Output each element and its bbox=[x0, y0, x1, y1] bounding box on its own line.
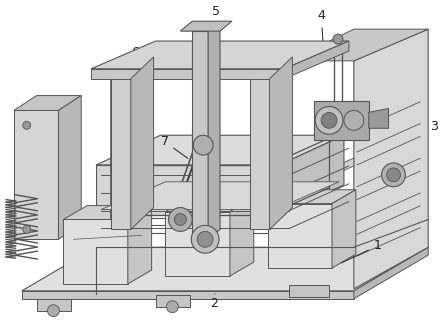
Circle shape bbox=[168, 208, 192, 231]
Polygon shape bbox=[91, 69, 284, 79]
Polygon shape bbox=[294, 193, 354, 227]
Circle shape bbox=[321, 112, 337, 128]
Text: 2: 2 bbox=[210, 294, 218, 310]
Text: 3: 3 bbox=[430, 120, 438, 133]
Circle shape bbox=[193, 135, 213, 155]
Circle shape bbox=[197, 231, 213, 247]
Polygon shape bbox=[96, 135, 344, 165]
Polygon shape bbox=[270, 57, 292, 230]
Text: 7: 7 bbox=[160, 135, 188, 158]
Circle shape bbox=[23, 121, 31, 129]
Polygon shape bbox=[155, 295, 190, 307]
Polygon shape bbox=[192, 31, 208, 239]
Polygon shape bbox=[14, 110, 58, 239]
Text: 1: 1 bbox=[342, 239, 381, 263]
Text: 4: 4 bbox=[317, 9, 325, 53]
Polygon shape bbox=[332, 190, 356, 268]
Polygon shape bbox=[314, 100, 369, 140]
Polygon shape bbox=[208, 21, 220, 239]
Polygon shape bbox=[289, 285, 329, 297]
Text: 6: 6 bbox=[131, 46, 159, 79]
Circle shape bbox=[47, 305, 59, 317]
Polygon shape bbox=[230, 198, 254, 276]
Polygon shape bbox=[22, 291, 354, 299]
Polygon shape bbox=[294, 158, 354, 193]
Polygon shape bbox=[289, 29, 428, 61]
Polygon shape bbox=[294, 123, 354, 158]
Circle shape bbox=[167, 301, 179, 313]
Polygon shape bbox=[369, 108, 389, 128]
Polygon shape bbox=[250, 79, 270, 230]
Polygon shape bbox=[14, 96, 81, 110]
Circle shape bbox=[315, 107, 343, 134]
Polygon shape bbox=[63, 220, 128, 284]
Polygon shape bbox=[131, 57, 154, 230]
Circle shape bbox=[344, 110, 364, 130]
Polygon shape bbox=[180, 21, 232, 31]
Polygon shape bbox=[354, 247, 428, 299]
Circle shape bbox=[175, 213, 187, 225]
Polygon shape bbox=[111, 79, 131, 230]
Circle shape bbox=[333, 34, 343, 44]
Polygon shape bbox=[166, 198, 254, 212]
Circle shape bbox=[191, 225, 219, 253]
Polygon shape bbox=[268, 190, 356, 204]
Polygon shape bbox=[22, 247, 428, 291]
Text: 5: 5 bbox=[212, 5, 220, 40]
Polygon shape bbox=[91, 41, 349, 69]
Circle shape bbox=[381, 163, 405, 187]
Polygon shape bbox=[37, 299, 71, 311]
Polygon shape bbox=[58, 96, 81, 239]
Polygon shape bbox=[128, 206, 152, 284]
Polygon shape bbox=[268, 204, 332, 268]
Circle shape bbox=[387, 168, 400, 182]
Polygon shape bbox=[280, 135, 344, 214]
Polygon shape bbox=[96, 165, 280, 214]
Polygon shape bbox=[166, 212, 230, 276]
Polygon shape bbox=[63, 206, 152, 220]
Polygon shape bbox=[101, 182, 339, 210]
Polygon shape bbox=[284, 41, 349, 79]
Circle shape bbox=[23, 225, 31, 233]
Polygon shape bbox=[354, 29, 428, 289]
